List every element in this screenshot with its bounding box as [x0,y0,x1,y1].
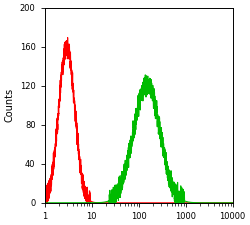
Y-axis label: Counts: Counts [4,88,14,122]
